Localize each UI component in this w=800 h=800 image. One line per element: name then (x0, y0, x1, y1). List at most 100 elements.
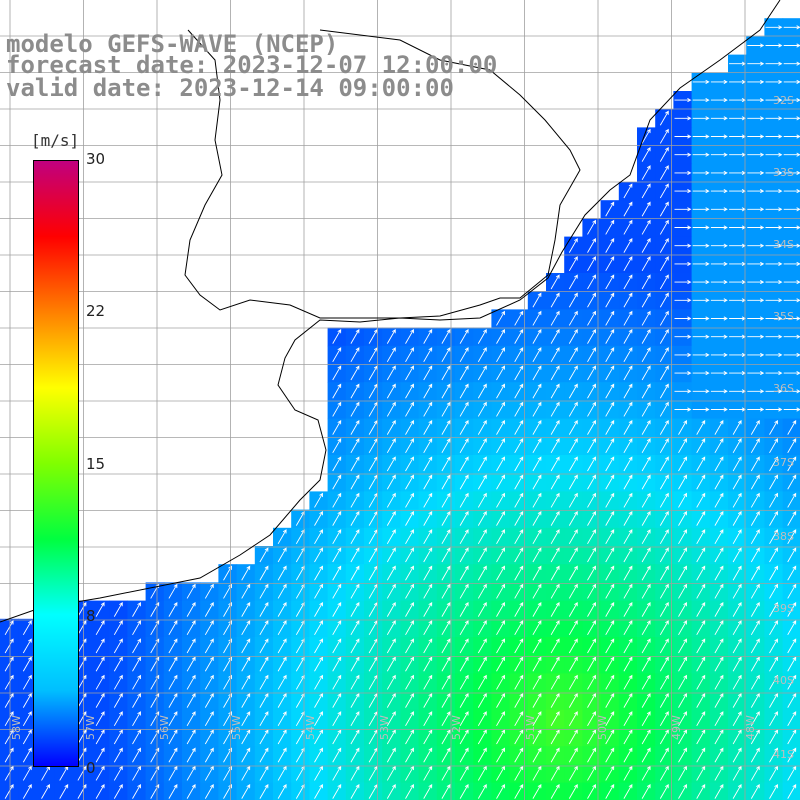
wind-arrow (441, 565, 451, 581)
wind-arrow (747, 98, 765, 103)
wind-arrow (186, 620, 196, 636)
wind-arrow (405, 765, 414, 781)
wind-arrow (314, 729, 323, 745)
lat-label: 41S (773, 748, 794, 761)
wind-arrow (186, 747, 196, 763)
wind-arrow (350, 383, 360, 399)
wind-arrow (550, 274, 560, 290)
wind-arrow (714, 565, 724, 581)
wind-arrow (659, 128, 669, 144)
lon-label: 58W (10, 715, 23, 740)
wind-arrow (277, 783, 287, 799)
wind-arrow (350, 510, 360, 526)
wind-arrow (623, 547, 633, 563)
wind-arrow (459, 383, 469, 399)
wind-arrow (477, 547, 487, 563)
wind-arrow (277, 620, 287, 636)
wind-arrow (678, 492, 687, 508)
wind-arrow (765, 79, 783, 84)
wind-arrow (678, 510, 687, 526)
wind-arrow (692, 316, 710, 321)
wind-arrow (532, 438, 542, 454)
wind-arrow (204, 620, 214, 636)
wind-arrow (605, 292, 615, 308)
wind-arrow (314, 783, 323, 799)
wind-arrow (514, 529, 524, 545)
colorbar-tick: 22 (86, 302, 106, 320)
wind-arrow (386, 347, 396, 363)
wind-arrow (714, 529, 724, 545)
wind-arrow (113, 729, 123, 745)
wind-arrow (696, 638, 706, 654)
wind-arrow (204, 711, 214, 727)
wind-arrow (641, 547, 651, 563)
wind-arrow (132, 711, 141, 727)
wind-arrow (641, 201, 651, 217)
wind-arrow (459, 529, 469, 545)
wind-arrow (641, 656, 651, 672)
lon-label: 55W (230, 715, 243, 740)
wind-arrow (459, 729, 469, 745)
wind-arrow (674, 389, 692, 394)
wind-arrow (259, 620, 269, 636)
wind-arrow (95, 747, 105, 763)
wind-arrow (423, 783, 433, 799)
wind-arrow (623, 183, 633, 199)
wind-arrow (765, 170, 783, 175)
wind-arrow (405, 510, 414, 526)
wind-arrow (423, 547, 433, 563)
wind-arrow (277, 638, 287, 654)
wind-arrow (659, 438, 669, 454)
wind-arrow (441, 474, 451, 490)
wind-arrow (550, 674, 560, 690)
wind-arrow (113, 638, 123, 654)
wind-arrow (405, 601, 414, 617)
wind-arrow (132, 729, 141, 745)
wind-arrow (568, 747, 578, 763)
wind-arrow (350, 474, 360, 490)
wind-arrow (95, 692, 105, 708)
wind-arrow (423, 347, 433, 363)
wind-arrow (587, 547, 596, 563)
wind-arrow (605, 383, 615, 399)
wind-arrow (386, 711, 396, 727)
wind-arrow (277, 601, 287, 617)
wind-arrow (605, 765, 615, 781)
wind-arrow (787, 711, 797, 727)
wind-arrow (332, 456, 342, 472)
wind-arrow (550, 292, 560, 308)
wind-arrow (550, 565, 560, 581)
wind-arrow (332, 620, 342, 636)
wind-arrow (113, 692, 123, 708)
wind-arrow (710, 225, 728, 230)
wind-arrow (332, 401, 342, 417)
wind-arrow (641, 365, 651, 381)
wind-arrow (477, 692, 487, 708)
wind-arrow (605, 492, 615, 508)
wind-arrow (514, 328, 524, 344)
wind-arrow (204, 729, 214, 745)
wind-arrow (732, 565, 742, 581)
wind-arrow (765, 261, 783, 266)
wind-arrow (605, 474, 615, 490)
wind-arrow (459, 510, 469, 526)
wind-arrow (659, 747, 669, 763)
wind-arrow (692, 225, 710, 230)
wind-arrow (277, 747, 287, 763)
wind-arrow (641, 328, 651, 344)
wind-arrow (95, 656, 105, 672)
wind-arrow (696, 474, 706, 490)
wind-arrow (386, 620, 396, 636)
wind-arrow (259, 601, 269, 617)
wind-arrow (168, 692, 178, 708)
wind-arrow (787, 729, 797, 745)
wind-arrow (659, 219, 669, 235)
wind-arrow (514, 692, 524, 708)
wind-arrow (514, 310, 524, 326)
colorbar-tick: 8 (86, 607, 96, 625)
wind-arrow (696, 510, 706, 526)
wind-arrow (623, 237, 633, 253)
wind-arrow (674, 98, 692, 103)
wind-arrow (550, 583, 560, 599)
wind-arrow (710, 189, 728, 194)
